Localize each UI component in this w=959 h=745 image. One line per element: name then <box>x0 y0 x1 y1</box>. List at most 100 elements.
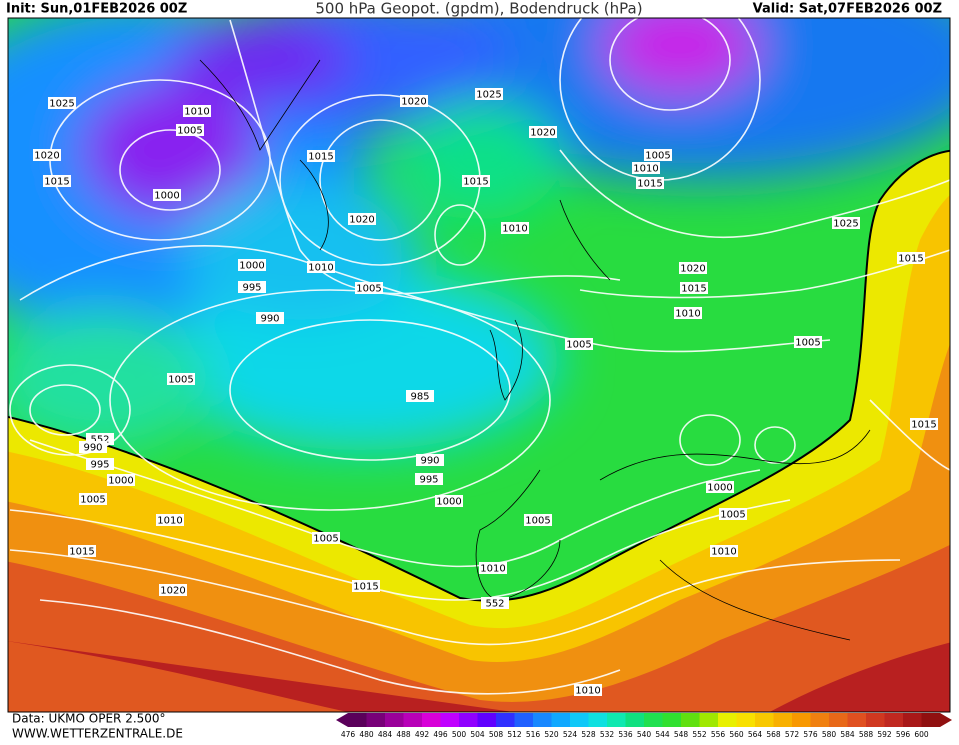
legend-label: 508 <box>489 730 504 739</box>
legend-label: 484 <box>378 730 393 739</box>
isobar-label: 1005 <box>80 495 105 506</box>
isobar-label: 1000 <box>154 191 179 202</box>
legend-swatch <box>866 713 885 727</box>
map-title: 500 hPa Geopot. (gpdm), Bodendruck (hPa) <box>315 0 642 18</box>
legend-label: 580 <box>822 730 837 739</box>
isobar-label-box <box>183 105 211 117</box>
isobar-label: 990 <box>420 456 439 467</box>
legend-label: 488 <box>396 730 411 739</box>
legend-swatch <box>792 713 811 727</box>
isobar-label-box <box>632 162 660 174</box>
isobar-label: 1010 <box>575 686 600 697</box>
legend-label: 500 <box>452 730 467 739</box>
legend-swatch <box>903 713 922 727</box>
isobar-label: 1015 <box>69 547 94 558</box>
legend-label: 492 <box>415 730 430 739</box>
isobar-label-box <box>479 562 507 574</box>
isobar-label: 1025 <box>833 219 858 230</box>
isobar-label: 1015 <box>353 582 378 593</box>
legend-label: 516 <box>526 730 541 739</box>
legend-swatch <box>921 713 941 727</box>
isobar-label: 1015 <box>681 284 706 295</box>
legend-swatch <box>755 713 774 727</box>
legend-swatch <box>625 713 645 727</box>
isobar-label-box <box>706 481 734 493</box>
isobar-label-box <box>43 175 71 187</box>
isobar-label-box <box>256 312 284 324</box>
isobar-label: 995 <box>242 283 261 294</box>
isobar-label: 990 <box>83 443 102 454</box>
isobar-label-box <box>238 281 266 293</box>
legend-label: 496 <box>433 730 448 739</box>
isobar-label: 1000 <box>108 476 133 487</box>
isobar-label-box <box>832 217 860 229</box>
legend-label: 596 <box>896 730 911 739</box>
legend-label: 512 <box>507 730 522 739</box>
legend-label: 600 <box>914 730 929 739</box>
legend-swatch <box>829 713 848 727</box>
legend-swatch <box>773 713 793 727</box>
isobar-label: 1020 <box>160 586 185 597</box>
legend-label: 564 <box>748 730 763 739</box>
isobar-label: 1010 <box>633 164 658 175</box>
isobar-label: 1020 <box>349 215 374 226</box>
isobar-label-box <box>312 532 340 544</box>
legend-swatch <box>662 713 682 727</box>
isobar-label-box <box>79 441 107 453</box>
legend-label: 548 <box>674 730 689 739</box>
legend-label: 520 <box>544 730 559 739</box>
valid-time: Valid: Sat,07FEB2026 00Z <box>753 2 942 17</box>
isobar-label-box <box>406 390 434 402</box>
isobar-label: 1005 <box>356 284 381 295</box>
legend-label: 560 <box>729 730 744 739</box>
isobar-label: 1020 <box>401 97 426 108</box>
isobar-label-box <box>565 338 593 350</box>
legend-swatch <box>644 713 663 727</box>
legend-swatch <box>699 713 719 727</box>
legend-label: 524 <box>563 730 578 739</box>
isobar-label: 1000 <box>707 483 732 494</box>
isobar-label: 1010 <box>711 547 736 558</box>
isobar-label: 552 <box>485 599 504 610</box>
legend-label: 572 <box>785 730 800 739</box>
legend-label: 552 <box>692 730 707 739</box>
isobar-label: 1015 <box>898 254 923 265</box>
isobar-label: 1020 <box>530 128 555 139</box>
legend-swatch <box>810 713 830 727</box>
isobar-label: 1005 <box>795 338 820 349</box>
isobar-label-box <box>352 580 380 592</box>
legend-swatch <box>884 713 904 727</box>
legend-swatch <box>570 713 589 727</box>
isobar-label: 1010 <box>480 564 505 575</box>
legend-label: 504 <box>470 730 485 739</box>
legend-swatch <box>496 713 515 727</box>
legend-arrow-low <box>336 713 348 727</box>
isobar-label-box <box>167 373 195 385</box>
isobar-label: 1015 <box>911 420 936 431</box>
isobar-label: 1005 <box>525 516 550 527</box>
legend-swatch <box>718 713 737 727</box>
isobar-label-box <box>475 88 503 100</box>
legend-swatch <box>514 713 534 727</box>
isobar-label-box <box>415 473 443 485</box>
data-source: Data: UKMO OPER 2.500° <box>12 712 166 726</box>
isobar-label: 1025 <box>476 90 501 101</box>
isobar-labels: 1025 1010 1005 1020 1015 1000 1020 1025 1020 1015… <box>33 88 938 697</box>
legend-label: 528 <box>581 730 596 739</box>
legend-swatch <box>459 713 478 727</box>
isobar-label-box <box>153 189 181 201</box>
legend-label: 540 <box>637 730 652 739</box>
isobar-label: 995 <box>419 475 438 486</box>
legend-label: 536 <box>618 730 633 739</box>
isobar-label: 1005 <box>177 126 202 137</box>
isobar-label-box <box>574 684 602 696</box>
isobar-label-box <box>435 495 463 507</box>
isobar-label-box <box>897 252 925 264</box>
isobar-label-box <box>307 150 335 162</box>
isobar-label-box <box>674 307 702 319</box>
color-legend: 476 480 484 488 492 496 500 504 508 512 516 520 524 5… <box>336 713 952 739</box>
isobar-label-box <box>501 222 529 234</box>
legend-swatch <box>348 713 367 727</box>
